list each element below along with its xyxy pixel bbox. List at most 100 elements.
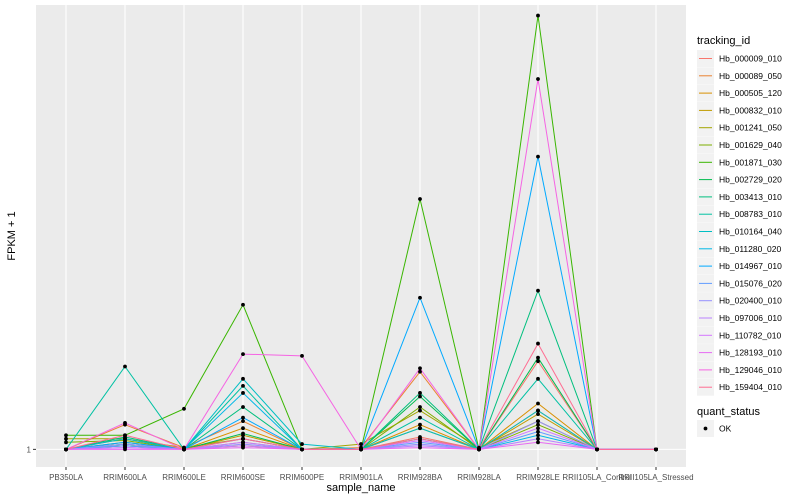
y-axis-title: FPKM + 1 xyxy=(6,211,18,260)
legend-label: Hb_097006_010 xyxy=(719,313,782,323)
legend-label: Hb_003413_010 xyxy=(719,192,782,202)
legend-label: Hb_000505_120 xyxy=(719,88,782,98)
legend-label: Hb_159404_010 xyxy=(719,382,782,392)
y-tick-label: 1 xyxy=(27,445,32,454)
data-point xyxy=(418,197,422,201)
shape-legend-label: OK xyxy=(719,424,732,434)
legend-label: Hb_001629_040 xyxy=(719,140,782,150)
data-point xyxy=(536,422,540,427)
data-point xyxy=(241,426,245,431)
legend-label: Hb_110782_010 xyxy=(719,330,782,340)
legend-label: Hb_014967_010 xyxy=(719,261,782,271)
data-point xyxy=(241,405,245,409)
data-point xyxy=(241,391,245,395)
data-point xyxy=(241,352,245,357)
data-point xyxy=(300,354,304,358)
x-tick-label: PB350LA xyxy=(49,473,83,482)
data-point xyxy=(418,408,422,413)
data-point xyxy=(359,442,363,446)
legend-label: Hb_000089_050 xyxy=(719,71,782,81)
data-point xyxy=(123,421,127,425)
data-point xyxy=(418,426,422,431)
x-tick-label: RRIM928LA xyxy=(457,473,501,482)
data-point xyxy=(64,447,68,452)
x-tick-label: RRIM600LA xyxy=(103,473,147,482)
legend-label: Hb_020400_010 xyxy=(719,296,782,306)
data-point xyxy=(241,383,245,388)
data-point xyxy=(418,391,422,395)
x-tick-label: RRIM600LE xyxy=(162,473,206,482)
x-tick-label: RRIM901LA xyxy=(339,473,383,482)
data-point xyxy=(536,77,540,81)
x-tick-label: RRIM600PE xyxy=(280,473,324,482)
data-point xyxy=(418,445,422,450)
data-point xyxy=(418,366,422,371)
data-point xyxy=(536,355,540,360)
legend-label: Hb_129046_010 xyxy=(719,365,782,375)
data-point xyxy=(477,447,481,452)
data-point xyxy=(536,13,540,18)
data-point xyxy=(418,436,422,441)
x-axis-title: sample_name xyxy=(326,482,395,494)
data-point xyxy=(536,440,540,445)
data-point xyxy=(241,431,245,436)
data-point xyxy=(241,302,245,307)
x-tick-label: RRIM928BA xyxy=(398,473,443,482)
data-point xyxy=(241,415,245,420)
data-point xyxy=(123,436,127,441)
data-point xyxy=(300,442,304,446)
data-point xyxy=(182,447,186,452)
data-point xyxy=(418,422,422,427)
legend-title: tracking_id xyxy=(697,35,750,47)
color-legend: tracking_id Hb_000009_010 Hb_000089_050 Hb… xyxy=(697,35,782,396)
data-point xyxy=(300,447,304,452)
legend-label: Hb_001871_030 xyxy=(719,157,782,167)
data-point xyxy=(536,408,540,413)
data-point xyxy=(64,436,68,441)
data-point xyxy=(241,436,245,441)
x-tick-label: RRIM600SE xyxy=(221,473,265,482)
data-point xyxy=(654,447,658,452)
data-point xyxy=(418,295,422,300)
legend-label: Hb_002729_020 xyxy=(719,175,782,185)
data-points xyxy=(64,13,658,452)
data-point xyxy=(536,419,540,424)
data-point xyxy=(536,436,540,441)
data-point xyxy=(182,406,186,411)
shape-legend-title: quant_status xyxy=(697,406,760,418)
data-point xyxy=(536,288,540,293)
legend-label: Hb_008783_010 xyxy=(719,209,782,219)
data-point xyxy=(595,447,599,452)
legend-label: Hb_000009_010 xyxy=(719,54,782,64)
data-point xyxy=(123,442,127,446)
legend-label: Hb_001241_050 xyxy=(719,123,782,133)
data-point xyxy=(536,426,540,431)
legend-label: Hb_015076_020 xyxy=(719,278,782,288)
data-point xyxy=(418,415,422,420)
legend-label: Hb_011280_020 xyxy=(719,244,782,254)
shape-legend: quant_status OK xyxy=(697,406,760,437)
data-point xyxy=(241,419,245,424)
data-point xyxy=(123,447,127,452)
x-tick-label: RRII105LA_Stressed xyxy=(618,473,693,482)
data-point xyxy=(536,401,540,406)
x-axis: PB350LA RRIM600LA RRIM600LE RRIM600SE RRIM60… xyxy=(49,467,694,482)
legend-label: Hb_128193_010 xyxy=(719,348,782,358)
data-point xyxy=(123,364,127,369)
data-point xyxy=(241,440,245,445)
data-point xyxy=(536,412,540,416)
data-point xyxy=(536,154,540,159)
data-point xyxy=(241,445,245,450)
data-point xyxy=(418,369,422,374)
data-point xyxy=(123,433,127,438)
data-point xyxy=(418,405,422,409)
data-point xyxy=(359,447,363,452)
data-point xyxy=(536,341,540,346)
legend-label: Hb_010164_040 xyxy=(719,227,782,237)
x-tick-label: RRII105LA_Control xyxy=(562,473,632,482)
y-axis: 1 xyxy=(27,445,36,454)
data-point xyxy=(536,433,540,438)
legend-label: Hb_000832_010 xyxy=(719,105,782,115)
data-point xyxy=(241,376,245,381)
